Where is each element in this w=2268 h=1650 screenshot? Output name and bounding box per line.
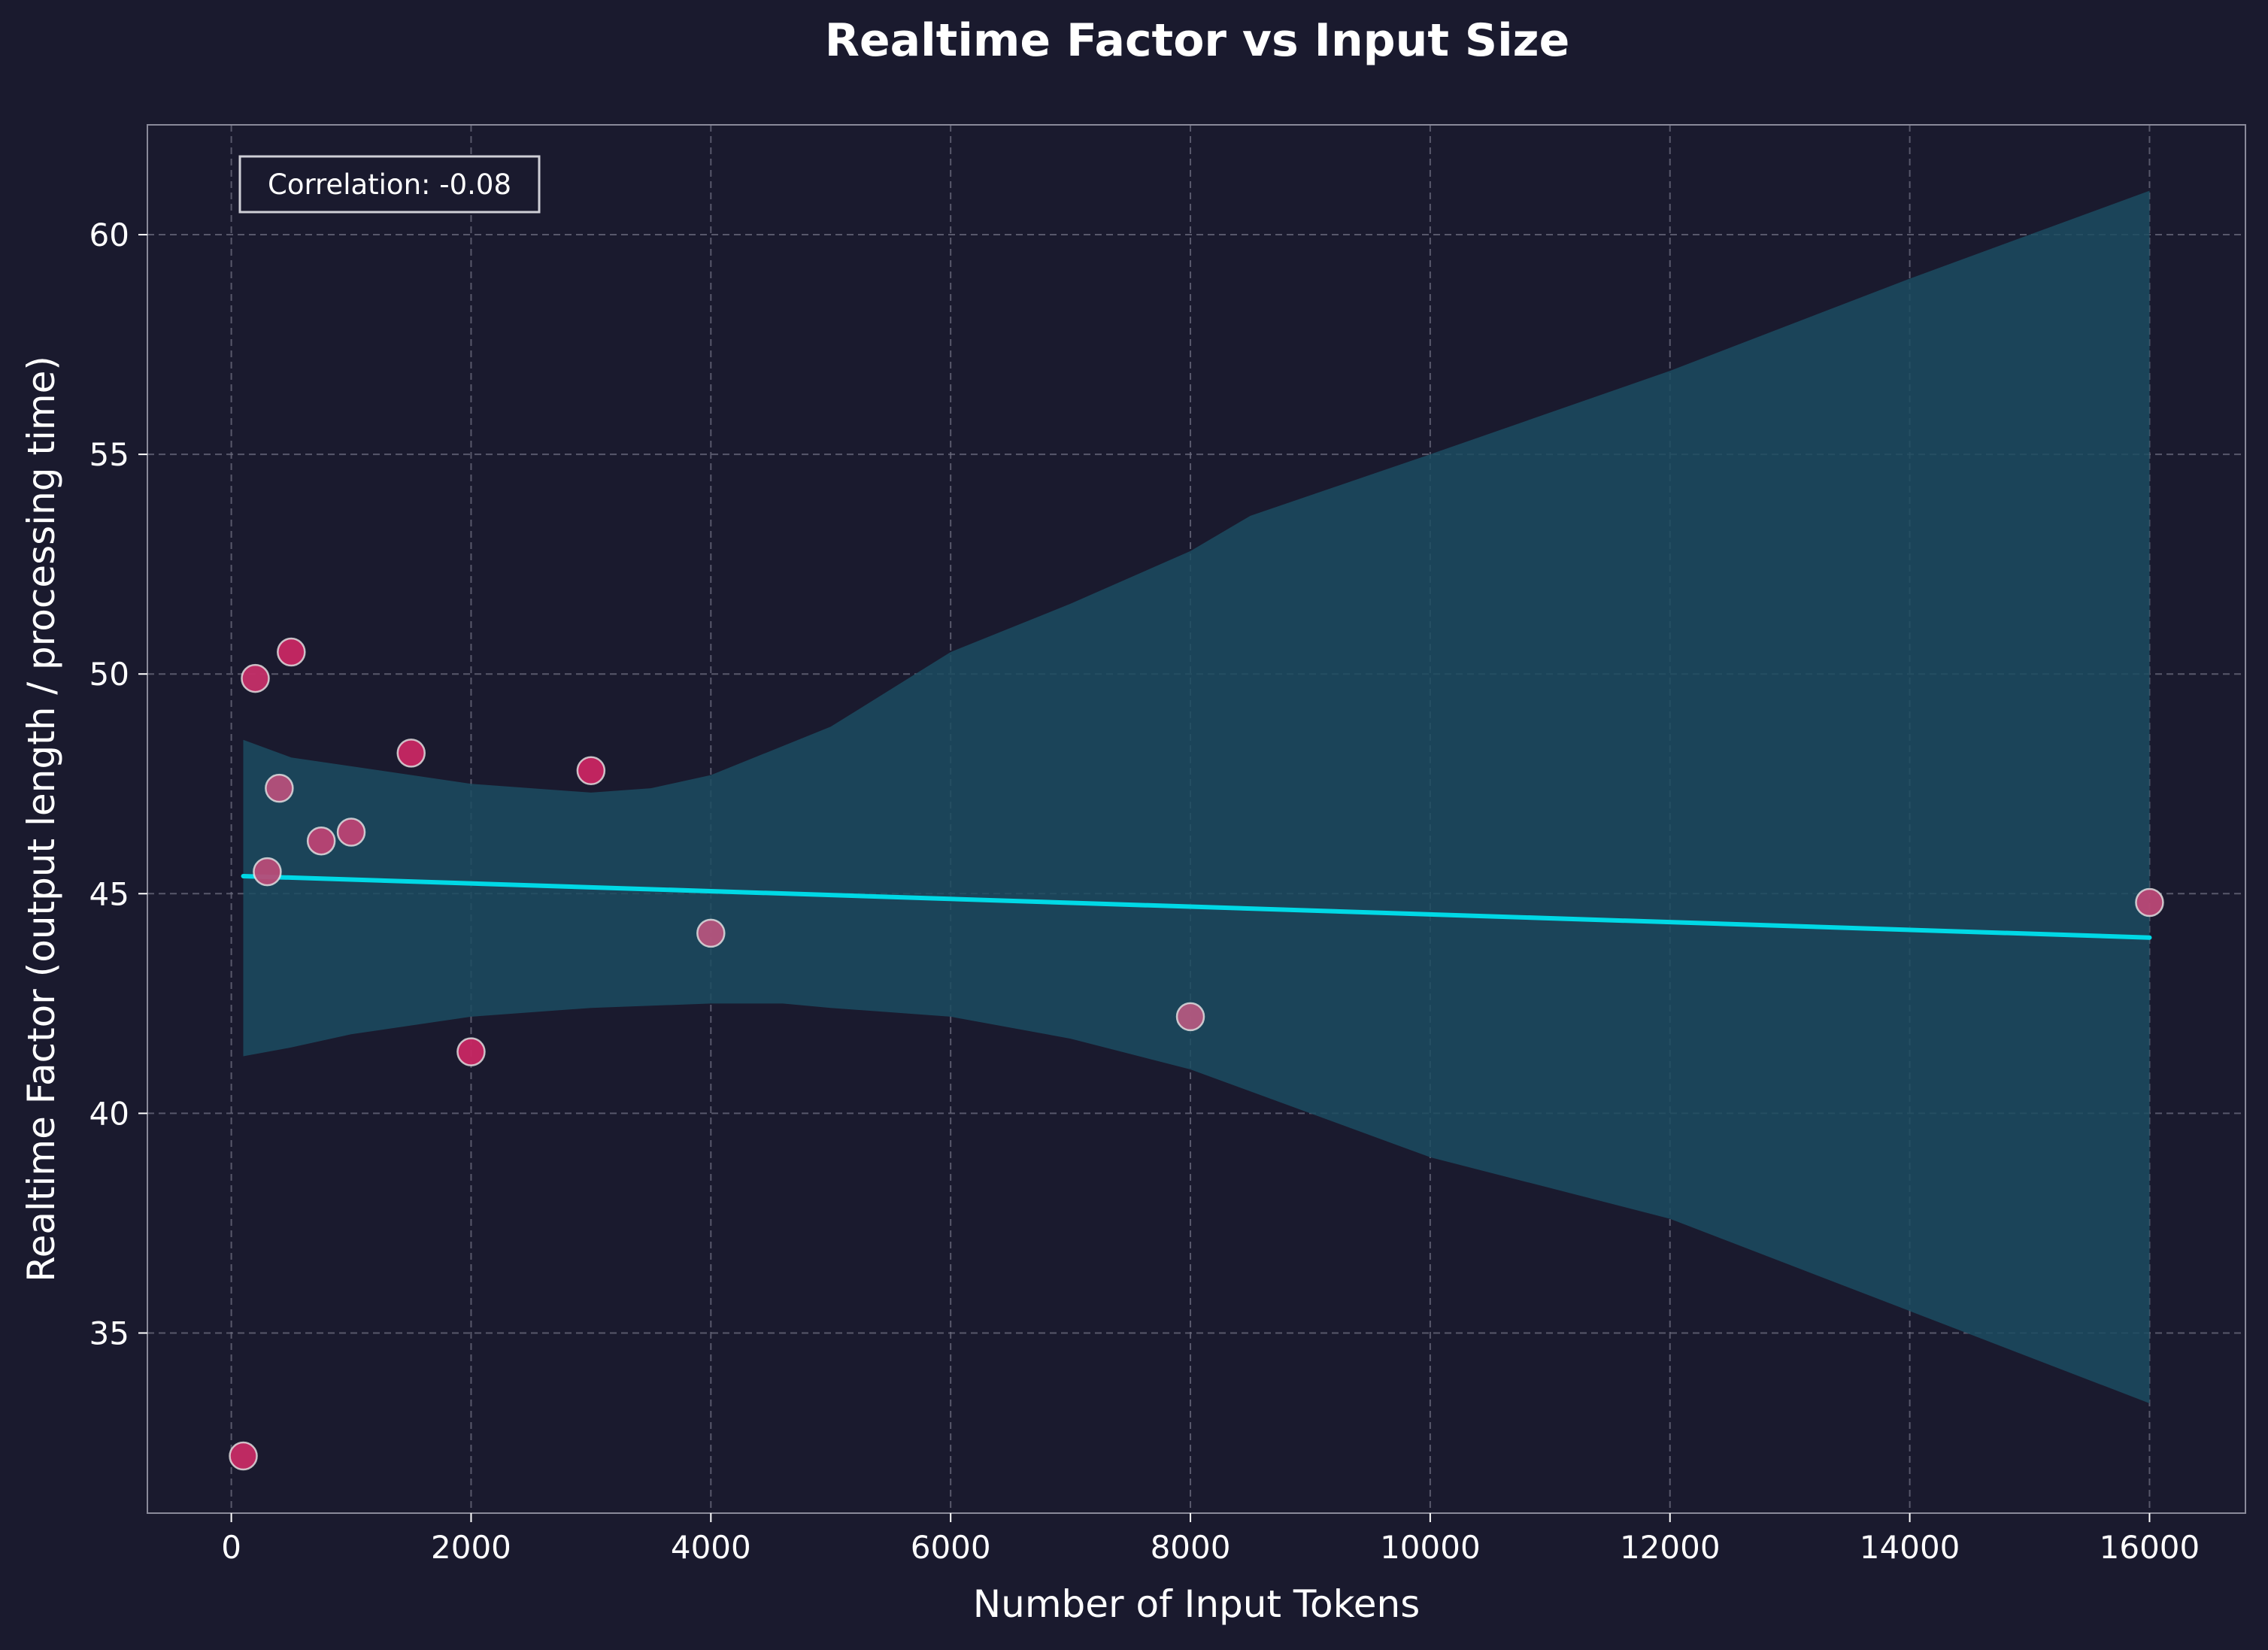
regression-line [241,873,2152,940]
x-axis-label: Number of Input Tokens [973,1582,1421,1626]
data-point [306,826,336,856]
data-point [265,773,294,803]
data-point [229,1441,258,1471]
data-point [253,857,282,887]
x-tick-label: 10000 [1380,1529,1481,1566]
annotation-box [238,155,541,214]
y-tick-label: 50 [89,656,129,693]
plot-frame [147,124,2246,1514]
data-point [576,756,606,785]
confidence-band-area [243,190,2150,1404]
data-point [456,1037,486,1066]
data-point [241,663,270,693]
x-tick-label: 16000 [2100,1529,2200,1566]
x-tick-label: 4000 [671,1529,751,1566]
regression [241,873,2152,940]
confidence-band [243,190,2150,1404]
data-point [2135,887,2164,918]
chart-title: Realtime Factor vs Input Size [825,14,1570,67]
y-axis-label: Realtime Factor (output length / process… [20,356,63,1282]
y-tick-label: 40 [89,1095,129,1132]
data-point [277,637,306,667]
correlation-text: Correlation: -0.08 [268,168,511,201]
x-tick-label: 8000 [1151,1529,1231,1566]
x-tick-label: 6000 [911,1529,991,1566]
x-tick-label: 14000 [1860,1529,1960,1566]
data-point [1175,1002,1205,1032]
correlation-annotation: Correlation: -0.08 [238,155,541,214]
y-tick-label: 45 [89,875,129,912]
scatter-points [229,637,2164,1471]
x-tick-label: 0 [221,1529,241,1566]
x-tick-label: 12000 [1620,1529,1721,1566]
y-tick-label: 60 [89,217,129,253]
y-tick-label: 55 [89,436,129,473]
axis-ticks: 0 2000 4000 6000 8000 10000 12000 14000 16000 35 4… [89,217,2200,1566]
x-tick-label: 2000 [431,1529,511,1566]
data-point [396,739,426,768]
y-tick-label: 35 [89,1315,129,1351]
data-point [696,918,726,948]
data-point [336,817,366,847]
